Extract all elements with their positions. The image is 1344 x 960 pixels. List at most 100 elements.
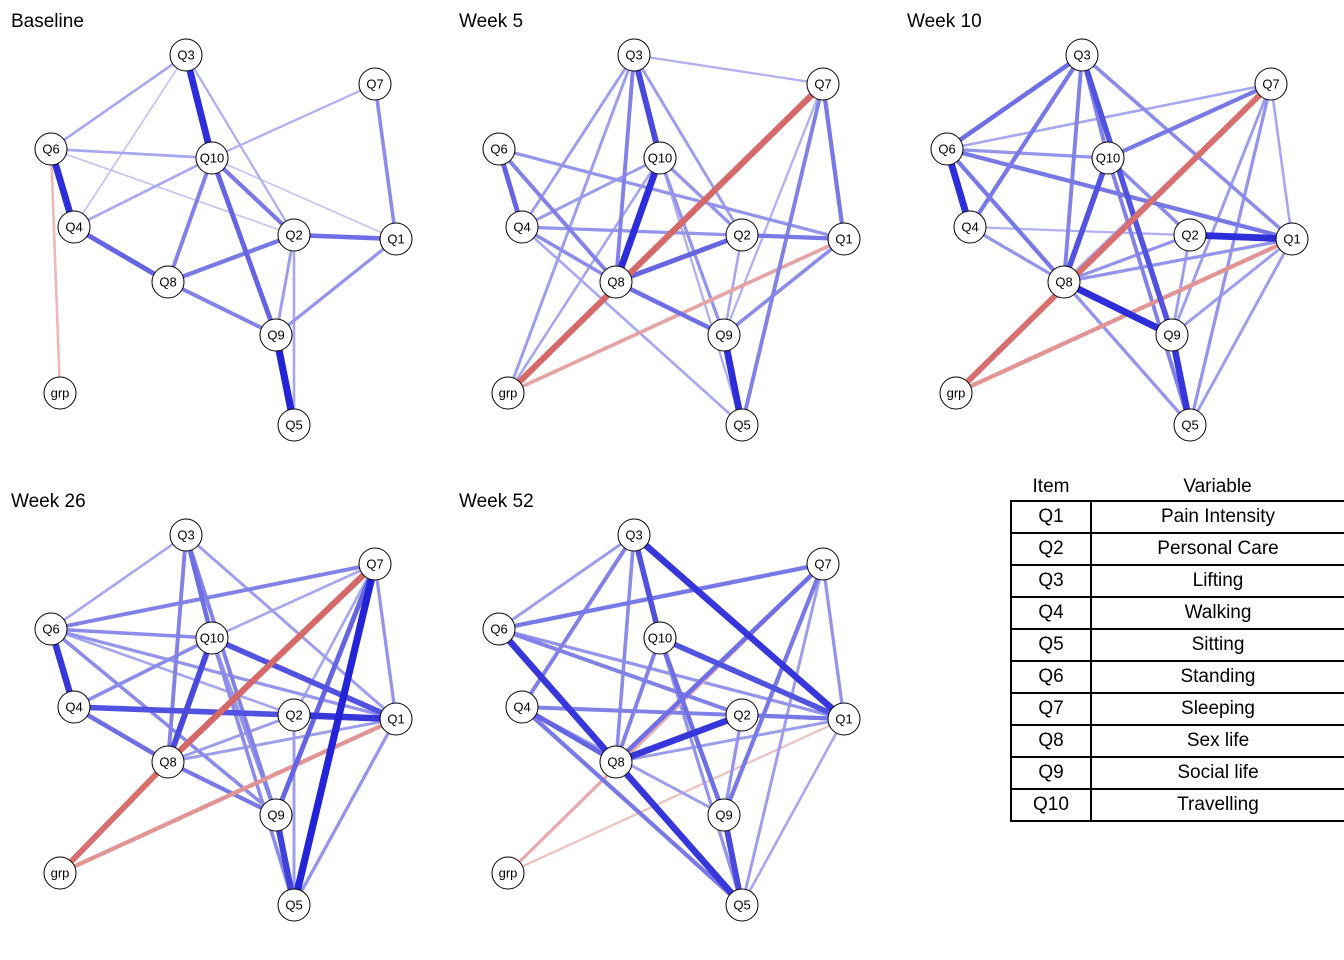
edge-q10-q5 [210, 637, 296, 906]
edge-q3-q8 [166, 534, 188, 763]
node-label: Q8 [159, 755, 176, 770]
edge-q8-q2 [614, 711, 744, 766]
node-circle [725, 218, 759, 252]
edge-q3-q8 [614, 534, 636, 763]
node-q4: Q4 [953, 210, 987, 244]
node-q5: Q5 [277, 888, 311, 922]
edge-q10-q2 [658, 156, 744, 237]
edge-q10-q9 [209, 157, 279, 336]
node-circle [953, 210, 987, 244]
edges [496, 53, 847, 426]
legend-item: Q8 [1010, 725, 1092, 758]
node-q10: Q10 [195, 621, 229, 655]
node-q9: Q9 [1155, 318, 1189, 352]
node-circle [939, 376, 973, 410]
legend-row-q2: Q2 Personal Care [1010, 533, 1344, 566]
edge-q1-grp [507, 237, 845, 395]
panel-title: Week 26 [11, 491, 86, 512]
node-q5: Q5 [725, 408, 759, 442]
node-q4: Q4 [505, 690, 539, 724]
node-label: Q8 [1055, 275, 1072, 290]
edge-q10-q9 [657, 637, 727, 816]
node-circle [707, 318, 741, 352]
node-circle [57, 210, 91, 244]
legend-item: Q2 [1010, 533, 1092, 566]
node-label: Q3 [177, 48, 194, 63]
edge-q4-q8 [72, 705, 170, 764]
node-label: Q4 [513, 700, 530, 715]
node-label: Q2 [733, 228, 750, 243]
edge-q10-q8 [1061, 157, 1111, 283]
node-grp: grp [43, 856, 77, 890]
edge-q3-q9 [184, 534, 278, 816]
node-label: Q3 [1073, 48, 1090, 63]
node-circle [707, 798, 741, 832]
node-circle [482, 132, 516, 166]
node-label: grp [51, 866, 70, 881]
node-q2: Q2 [277, 218, 311, 252]
node-label: Q6 [490, 142, 507, 157]
node-q7: Q7 [358, 67, 392, 101]
edge-q10-q8 [614, 637, 662, 763]
node-q3: Q3 [1065, 38, 1099, 72]
edge-q10-grp [506, 157, 662, 394]
edge-q2-q1 [741, 712, 845, 722]
edge-q8-q2 [167, 713, 295, 764]
edge-q10-q1 [210, 635, 398, 722]
edge-q2-q1 [741, 232, 845, 242]
node-circle [491, 856, 525, 890]
edge-q2-q1 [293, 711, 397, 723]
node-label: Q1 [835, 232, 852, 247]
node-label: Q7 [814, 557, 831, 572]
node-label: Q9 [267, 808, 284, 823]
node-circle [277, 888, 311, 922]
edge-q6-q1 [946, 146, 1293, 242]
edge-q7-q5 [740, 83, 825, 426]
node-label: Q5 [1181, 418, 1198, 433]
node-label: Q5 [733, 418, 750, 433]
node-q4: Q4 [57, 690, 91, 724]
legend-item: Q3 [1010, 565, 1092, 598]
node-q7: Q7 [1254, 67, 1288, 101]
node-circle [169, 38, 203, 72]
node-q10: Q10 [1091, 141, 1125, 175]
edge-q1-q5 [740, 718, 846, 906]
node-q2: Q2 [725, 218, 759, 252]
node-circle [725, 888, 759, 922]
node-q9: Q9 [707, 798, 741, 832]
edge-q8-q2 [615, 232, 743, 285]
edges [943, 53, 1294, 427]
edge-q1-grp [955, 237, 1293, 395]
legend-item: Q9 [1010, 757, 1092, 790]
legend-row-q10: Q10 Travelling [1010, 789, 1344, 822]
legend-variable: Sleeping [1091, 693, 1344, 726]
edge-q3-q2 [632, 54, 744, 236]
node-grp: grp [43, 376, 77, 410]
node-q8: Q8 [151, 265, 185, 299]
node-q1: Q1 [827, 222, 861, 256]
edge-q10-q8 [166, 157, 214, 283]
edge-q10-q7 [211, 562, 376, 640]
node-grp: grp [491, 856, 525, 890]
node-label: Q6 [42, 622, 59, 637]
edge-q8-q9 [614, 279, 726, 338]
edge-q1-q5 [1188, 238, 1294, 426]
edge-q10-q2 [210, 156, 296, 237]
legend-item: Q6 [1010, 661, 1092, 694]
node-label: Q4 [513, 220, 530, 235]
node-q10: Q10 [195, 141, 229, 175]
node-q10: Q10 [643, 141, 677, 175]
node-q8: Q8 [599, 745, 633, 779]
edge-q3-grp [506, 54, 636, 394]
legend-variable: Pain Intensity [1091, 501, 1344, 534]
edge-q3-q10 [182, 54, 216, 159]
edge-q6-q2 [498, 627, 743, 717]
node-q4: Q4 [505, 210, 539, 244]
node-label: Q4 [961, 220, 978, 235]
edge-q3-q6 [498, 533, 635, 631]
node-q5: Q5 [1173, 408, 1207, 442]
edge-q7-q1 [821, 563, 846, 720]
edge-q10-q1 [658, 635, 846, 722]
legend-header-item: Item [1011, 474, 1091, 502]
